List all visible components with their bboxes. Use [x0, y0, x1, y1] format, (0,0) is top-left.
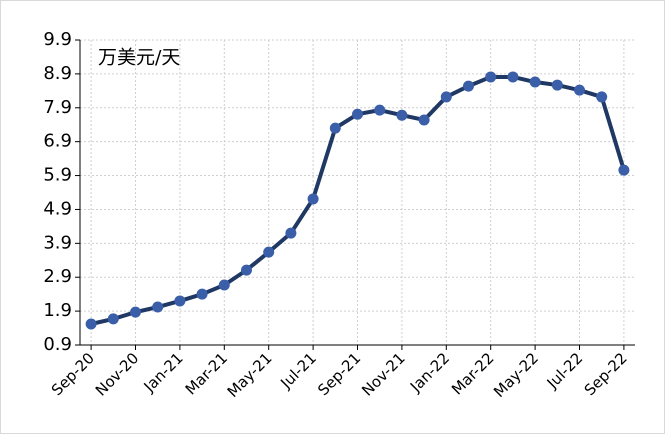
- data-point: [374, 104, 386, 116]
- x-tick-label: Nov-21: [358, 349, 408, 399]
- y-tick-label: 1.9: [43, 300, 72, 321]
- data-point: [618, 164, 630, 176]
- x-tick-label: May-21: [224, 349, 276, 401]
- data-point: [485, 71, 497, 83]
- data-point: [596, 91, 608, 103]
- y-tick-label: 7.9: [43, 97, 72, 118]
- y-tick-label: 3.9: [43, 232, 72, 253]
- data-point: [218, 279, 230, 291]
- data-point: [152, 301, 164, 313]
- data-point: [329, 122, 341, 134]
- x-tick-label: Sep-22: [581, 349, 631, 399]
- x-tick-label: Nov-20: [92, 349, 142, 399]
- data-point: [107, 313, 119, 325]
- x-tick-label: May-22: [490, 349, 542, 401]
- data-point: [307, 193, 319, 205]
- x-tick-label: Mar-21: [182, 349, 231, 398]
- y-tick-label: 4.9: [43, 198, 72, 219]
- x-tick-label: Jan-21: [140, 349, 187, 396]
- x-tick-label: Sep-21: [314, 349, 364, 399]
- x-tick-label: Mar-22: [448, 349, 497, 398]
- data-point: [551, 79, 563, 91]
- x-tick-label: Sep-20: [48, 349, 98, 399]
- data-point: [418, 114, 430, 126]
- y-tick-label: 8.9: [43, 63, 72, 84]
- y-tick-label: 9.9: [43, 29, 72, 50]
- data-point: [130, 306, 141, 318]
- y-tick-label: 6.9: [43, 131, 72, 152]
- data-point: [174, 295, 186, 307]
- y-tick-label: 5.9: [43, 165, 72, 186]
- data-point: [440, 91, 452, 103]
- data-point: [574, 84, 585, 96]
- data-point: [529, 76, 541, 88]
- data-point: [463, 80, 474, 92]
- y-tick-label: 2.9: [43, 266, 72, 287]
- data-point: [196, 288, 208, 300]
- data-point: [263, 246, 275, 258]
- x-tick-label: Jan-22: [406, 349, 453, 396]
- data-point: [285, 227, 297, 239]
- data-point: [85, 318, 97, 330]
- y-tick-label: 0.9: [43, 334, 72, 355]
- data-point: [396, 109, 408, 121]
- unit-annotation: 万美元/天: [98, 47, 180, 69]
- data-point: [352, 108, 363, 120]
- data-point: [507, 71, 519, 83]
- data-point: [241, 264, 252, 276]
